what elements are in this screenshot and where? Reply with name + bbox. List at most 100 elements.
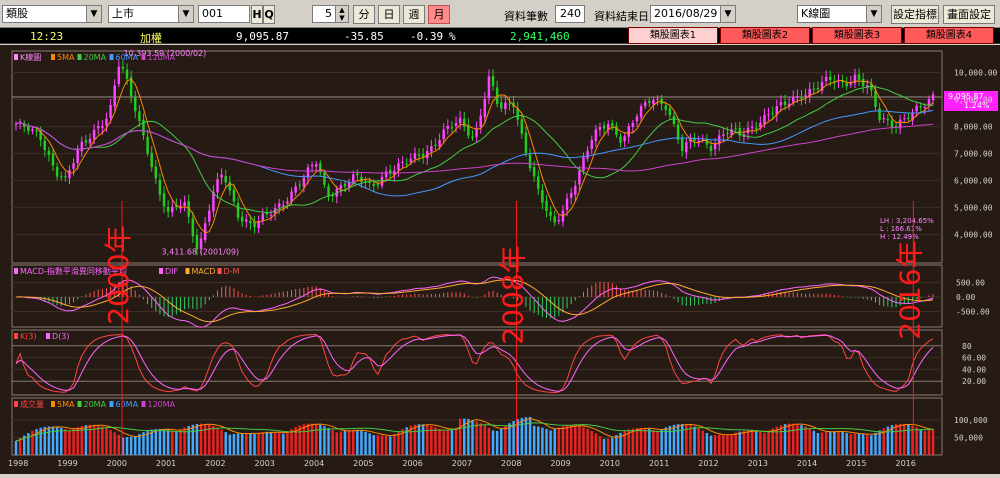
volume-bar: [154, 429, 158, 455]
chevron-down-icon[interactable]: ▼: [178, 5, 194, 23]
volume-bar: [582, 427, 585, 455]
day-button[interactable]: 日: [378, 5, 400, 24]
kd-d-line: [15, 334, 934, 392]
tab-chart-3[interactable]: 類股圖表3: [812, 27, 902, 44]
candle-body: [520, 119, 524, 134]
candle-body: [705, 139, 709, 145]
candle-body: [569, 193, 573, 198]
toolbar: 類股 ▼ 上市 ▼ 001 H Q 5 ▲ ▼ 分 日 週 月 資料筆數 240 …: [0, 0, 1000, 28]
volume-bar: [808, 428, 811, 455]
macd-legend-item: D-M: [224, 267, 240, 276]
vol-legend-swatch: [109, 401, 114, 407]
volume-bar: [693, 426, 696, 455]
volume-bar: [319, 424, 322, 455]
volume-bar: [105, 428, 108, 455]
chevron-down-icon[interactable]: ▼: [866, 5, 882, 23]
price-legend-swatch: [109, 54, 114, 60]
period-stepper[interactable]: ▲ ▼: [335, 5, 349, 23]
indicator-settings-button[interactable]: 設定指標: [891, 5, 939, 24]
h-button[interactable]: H: [251, 5, 263, 24]
candle-body: [775, 106, 779, 116]
volume-bar: [919, 429, 922, 455]
candle-body: [228, 181, 232, 191]
category-select[interactable]: 類股: [2, 5, 88, 23]
volume-bar: [713, 435, 717, 455]
volume-bar: [524, 417, 528, 455]
volume-bar: [142, 432, 145, 455]
candle-body: [146, 136, 149, 154]
vol-ma5-line: [15, 417, 934, 442]
tab-chart-2[interactable]: 類股圖表2: [720, 27, 810, 44]
volume-bar: [224, 432, 227, 455]
candle-body: [88, 138, 92, 144]
tab-chart-1[interactable]: 類股圖表1: [628, 27, 718, 44]
candle-body: [467, 124, 470, 136]
q-button[interactable]: Q: [263, 5, 275, 24]
candle-body: [722, 134, 725, 136]
year-annotation: 2008年: [496, 245, 529, 344]
candle-body: [430, 146, 433, 152]
market-select[interactable]: 上市: [108, 5, 180, 23]
candle-body: [286, 201, 289, 204]
volume-bar: [672, 424, 676, 455]
candle-body: [47, 150, 51, 155]
volume-bar: [450, 428, 454, 455]
candle-body: [438, 140, 441, 147]
x-axis-year: 2010: [600, 459, 620, 468]
candle-body: [129, 77, 133, 97]
volume-bar: [80, 426, 84, 455]
volume-bar: [857, 433, 861, 455]
vol-legend-item: 成交量: [20, 399, 44, 409]
vol-legend-item: 60MA: [116, 400, 139, 409]
week-button[interactable]: 週: [403, 5, 425, 24]
x-axis-year: 2006: [402, 459, 422, 468]
screen-settings-button[interactable]: 畫面設定: [943, 5, 995, 24]
candle-body: [524, 132, 528, 154]
volume-bar: [397, 431, 400, 455]
volume-bar: [343, 430, 347, 455]
volume-bar: [537, 426, 540, 455]
candle-body: [528, 154, 532, 169]
macd-y-tick: 500.00: [956, 279, 985, 288]
candle-body: [208, 210, 211, 222]
minute-button[interactable]: 分: [353, 5, 375, 24]
volume-bar: [635, 427, 639, 455]
volume-bar: [97, 425, 100, 455]
volume-bar: [134, 436, 137, 455]
data-count-input[interactable]: 240: [555, 5, 585, 23]
month-button[interactable]: 月: [428, 5, 450, 24]
candle-body: [434, 144, 437, 146]
tab-chart-4[interactable]: 類股圖表4: [904, 27, 994, 44]
chart-type-select[interactable]: K線圖: [797, 5, 867, 23]
candle-body: [808, 88, 811, 97]
candle-body: [14, 123, 18, 125]
x-axis-year: 2012: [698, 459, 718, 468]
volume-bar: [220, 429, 223, 455]
candle-body: [199, 238, 203, 249]
volume-bar: [549, 430, 552, 455]
period-input[interactable]: 5: [312, 5, 336, 23]
price-y-tick: 10,000.00: [954, 69, 998, 78]
candle-body: [360, 176, 363, 183]
kd-legend-item: D(3): [52, 332, 70, 341]
volume-bar: [664, 427, 667, 455]
volume-bar: [528, 416, 532, 455]
vol-legend-swatch: [14, 401, 18, 407]
x-axis-year: 2015: [846, 459, 866, 468]
volume-bar: [824, 431, 828, 455]
x-axis-year: 2002: [205, 459, 225, 468]
candle-body: [886, 119, 890, 121]
code-input[interactable]: 001: [198, 5, 250, 23]
chevron-down-icon[interactable]: ▼: [86, 5, 102, 23]
end-date-input[interactable]: 2016/08/29: [650, 5, 722, 23]
candle-body: [22, 123, 26, 128]
candle-body: [421, 154, 425, 158]
volume-bar: [55, 427, 59, 455]
candle-body: [413, 153, 417, 159]
volume-bar: [783, 424, 787, 455]
chevron-down-icon[interactable]: ▼: [720, 5, 736, 23]
candle-body: [121, 66, 125, 69]
candle-body: [43, 140, 47, 151]
candle-body: [652, 99, 655, 105]
candle-body: [532, 167, 536, 177]
